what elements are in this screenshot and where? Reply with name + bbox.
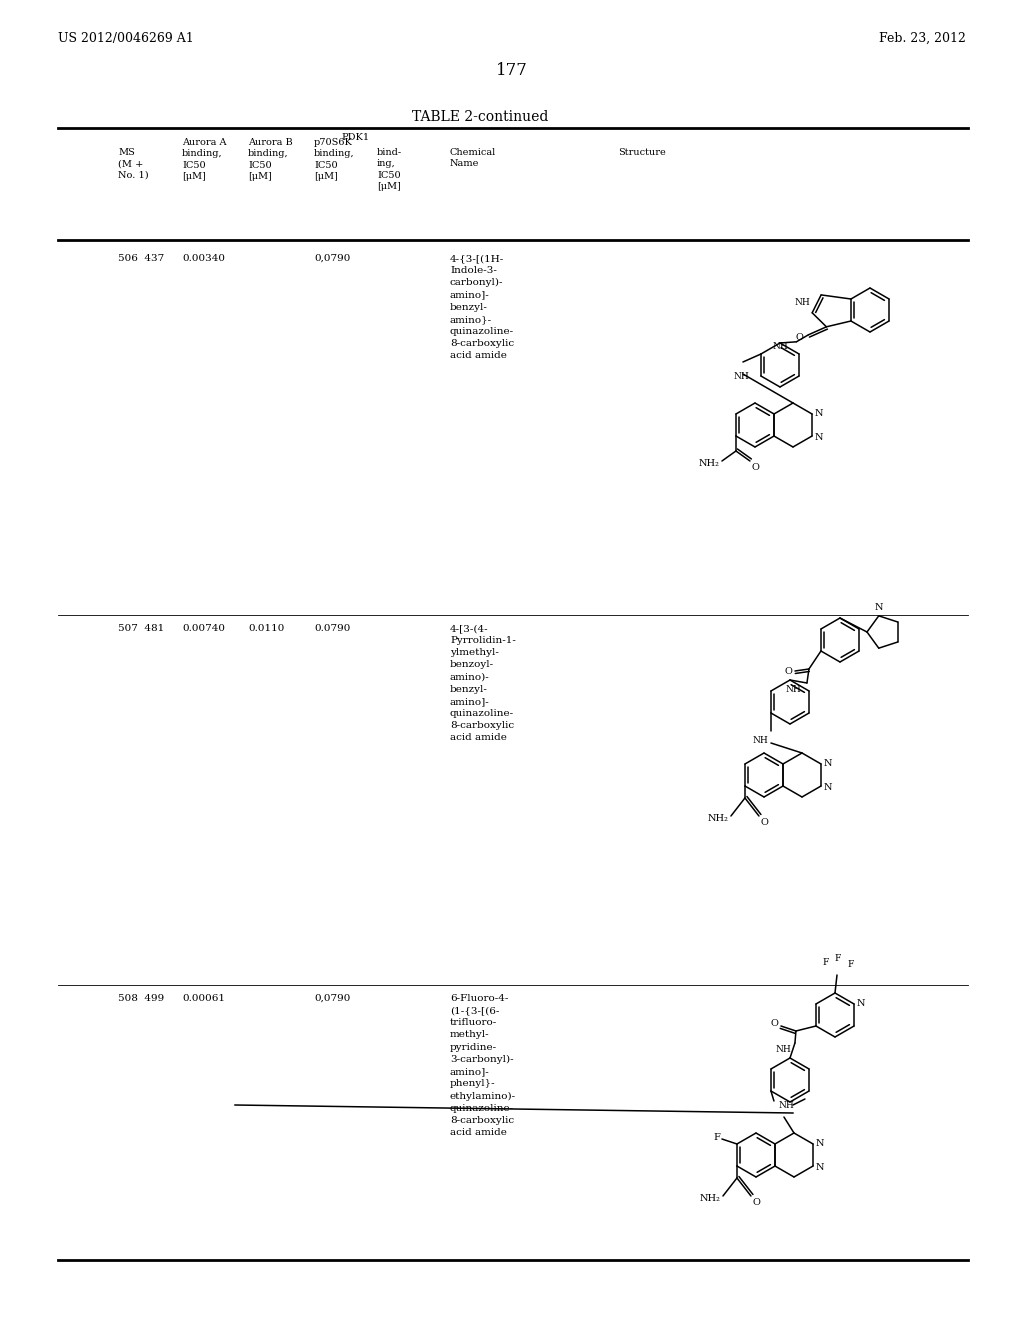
Text: F: F [822, 958, 829, 968]
Text: 508  499: 508 499 [118, 994, 164, 1003]
Text: bind-
ing,
IC50
[μM]: bind- ing, IC50 [μM] [377, 148, 402, 191]
Text: N: N [816, 1138, 824, 1147]
Text: N: N [815, 433, 823, 441]
Text: 507  481: 507 481 [118, 624, 164, 634]
Text: N: N [874, 603, 883, 612]
Text: MS
(M +
No. 1): MS (M + No. 1) [118, 148, 148, 180]
Text: Aurora B
binding,
IC50
[μM]: Aurora B binding, IC50 [μM] [248, 139, 293, 181]
Text: N: N [815, 408, 823, 417]
Text: NH₂: NH₂ [699, 459, 720, 469]
Text: 4-[3-(4-
Pyrrolidin-1-
ylmethyl-
benzoyl-
amino)-
benzyl-
amino]-
quinazoline-
8: 4-[3-(4- Pyrrolidin-1- ylmethyl- benzoyl… [450, 624, 516, 742]
Text: 4-{3-[(1H-
Indole-3-
carbonyl)-
amino]-
benzyl-
amino}-
quinazoline-
8-carboxyli: 4-{3-[(1H- Indole-3- carbonyl)- amino]- … [450, 253, 514, 360]
Text: Aurora A
binding,
IC50
[μM]: Aurora A binding, IC50 [μM] [182, 139, 226, 181]
Text: N: N [824, 783, 833, 792]
Text: 0.00740: 0.00740 [182, 624, 225, 634]
Text: NH: NH [779, 1101, 795, 1110]
Text: 506  437: 506 437 [118, 253, 164, 263]
Text: 177: 177 [496, 62, 528, 79]
Text: F: F [835, 954, 841, 964]
Text: p70S6K
binding,
IC50
[μM]: p70S6K binding, IC50 [μM] [314, 139, 354, 181]
Text: NH: NH [773, 342, 788, 351]
Text: F: F [713, 1133, 720, 1142]
Text: Structure: Structure [618, 148, 666, 157]
Text: N: N [824, 759, 833, 767]
Text: O: O [761, 818, 769, 828]
Text: 0.0110: 0.0110 [248, 624, 285, 634]
Text: N: N [816, 1163, 824, 1172]
Text: Chemical
Name: Chemical Name [450, 148, 497, 169]
Text: PDK1: PDK1 [341, 133, 370, 143]
Text: N: N [857, 999, 865, 1008]
Text: NH: NH [785, 685, 801, 693]
Text: Feb. 23, 2012: Feb. 23, 2012 [880, 32, 966, 45]
Text: NH₂: NH₂ [700, 1195, 721, 1203]
Text: NH: NH [795, 298, 810, 306]
Text: 0.0790: 0.0790 [314, 624, 350, 634]
Text: O: O [784, 667, 792, 676]
Text: O: O [796, 334, 804, 342]
Text: O: O [752, 463, 760, 473]
Text: O: O [753, 1199, 761, 1206]
Text: 0.00061: 0.00061 [182, 994, 225, 1003]
Text: NH: NH [753, 737, 768, 744]
Text: F: F [847, 960, 853, 969]
Text: 6-Fluoro-4-
(1-{3-[(6-
trifluoro-
methyl-
pyridine-
3-carbonyl)-
amino]-
phenyl}: 6-Fluoro-4- (1-{3-[(6- trifluoro- methyl… [450, 994, 516, 1137]
Text: NH: NH [733, 372, 749, 381]
Text: NH₂: NH₂ [708, 814, 729, 822]
Text: 0.00340: 0.00340 [182, 253, 225, 263]
Text: US 2012/0046269 A1: US 2012/0046269 A1 [58, 32, 194, 45]
Text: TABLE 2-continued: TABLE 2-continued [412, 110, 548, 124]
Text: NH: NH [775, 1044, 791, 1053]
Text: 0,0790: 0,0790 [314, 253, 350, 263]
Text: 0,0790: 0,0790 [314, 994, 350, 1003]
Text: O: O [770, 1019, 778, 1027]
